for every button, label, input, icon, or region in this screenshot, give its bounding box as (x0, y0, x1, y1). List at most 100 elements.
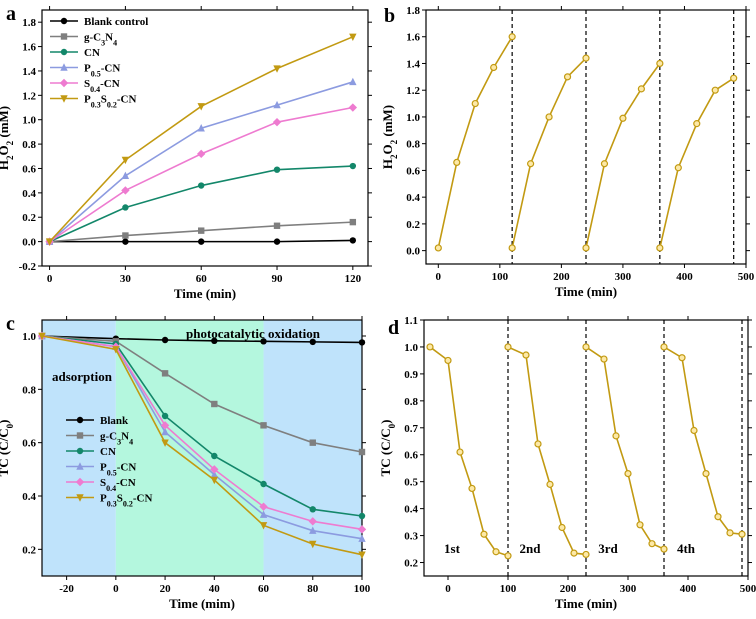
legend-text: S (101, 94, 107, 106)
legend-subscript: 0.3 (91, 100, 101, 109)
data-point-1 (112, 346, 120, 354)
data-point-4 (260, 338, 267, 345)
y-tick-label: 0.2 (22, 212, 36, 224)
legend-text: P (100, 493, 107, 505)
data-point-4 (349, 218, 357, 226)
legend-label: g-C3N4 (100, 431, 133, 447)
data-point-0 (660, 343, 668, 351)
legend-label: Blank control (84, 16, 148, 28)
data-point-1 (600, 355, 608, 363)
cycle-series-1 (508, 54, 590, 252)
series-line (507, 346, 587, 556)
data-point-2 (197, 149, 206, 159)
panel-letter: c (6, 313, 15, 335)
legend-label: CN (100, 446, 116, 458)
data-point-1 (121, 186, 130, 195)
y-tick-label: 1.2 (406, 85, 420, 97)
legend: Blank controlg-C3N4CNP0.5-CNS0.4-CNP0.3S… (50, 16, 148, 109)
data-point-1 (121, 156, 130, 165)
data-point-4 (349, 77, 357, 86)
data-point-1 (674, 164, 682, 172)
legend-text: -CN (101, 63, 121, 75)
x-tick-label: 300 (620, 583, 637, 595)
series-line (429, 346, 509, 557)
cycle-label: 3rd (598, 541, 618, 556)
series-line (585, 63, 661, 249)
annotation-photocatalytic-oxidation: photocatalytic oxidation (186, 326, 321, 341)
data-point-4 (582, 54, 590, 62)
data-point-4 (260, 480, 267, 488)
y-tick-label: 1.6 (406, 32, 420, 44)
data-point-6 (738, 530, 746, 538)
data-point-legend (76, 432, 84, 439)
y-tick-label: 0.8 (404, 396, 418, 408)
data-point-1 (122, 204, 129, 211)
panel-b-chart: 0 100 200 300 400 500 0.0 0.2 0.4 0.6 0.8 1.0 1.2 1.4… (380, 5, 755, 299)
annotation-adsorption: adsorption (52, 369, 113, 384)
legend-text: CN (100, 446, 116, 458)
data-point-1 (122, 232, 129, 239)
y-axis-label: TC (C/C0) (378, 420, 397, 477)
legend-label: P0.5-CN (100, 462, 136, 478)
y-tick-label: 1.8 (406, 5, 420, 17)
legend-text: -CN (117, 462, 137, 474)
data-point-3 (273, 222, 281, 229)
x-tick-label: 400 (676, 271, 693, 283)
x-tick-label: 90 (272, 273, 284, 285)
legend-text: P (100, 462, 107, 474)
x-tick-label: 0 (113, 583, 119, 595)
data-point-2 (161, 412, 169, 420)
y-tick-label: 1.0 (404, 342, 418, 354)
x-tick-label: 120 (345, 273, 362, 285)
data-point-legend (59, 78, 69, 88)
data-point-1 (522, 351, 530, 359)
data-point-5 (726, 529, 734, 537)
y-tick-label: 0.9 (404, 369, 418, 381)
legend-text: S (84, 78, 90, 90)
data-point-3 (272, 117, 282, 127)
data-point-2 (534, 440, 542, 448)
data-point-1 (600, 160, 609, 168)
series-line (659, 77, 735, 249)
legend-text: -CN (133, 493, 153, 505)
x-tick-label: 60 (196, 273, 208, 285)
data-point-3 (468, 484, 476, 493)
legend-entry: S0.4-CN (50, 78, 120, 94)
x-tick-label: 100 (492, 271, 509, 283)
data-point-2 (160, 421, 170, 430)
data-point-0 (426, 343, 434, 351)
legend-subscript: 4 (113, 38, 117, 47)
data-point-5 (570, 549, 578, 557)
legend-label: P0.3S0.2-CN (84, 94, 136, 110)
y-tick-label: 0.8 (22, 384, 36, 396)
data-point-legend (76, 494, 84, 502)
y-label-text: TC (C/C (0, 428, 11, 476)
data-point-0 (582, 244, 590, 252)
y-tick-label: 0.6 (406, 165, 420, 177)
cycle-series-0 (434, 33, 516, 252)
data-point-4 (259, 502, 268, 511)
legend-label: S0.4-CN (84, 78, 120, 94)
data-point-6 (358, 534, 366, 542)
y-tick-label: 0.4 (22, 188, 36, 200)
legend-text: g-C (84, 32, 101, 44)
x-axis-label: Time (min) (555, 596, 617, 611)
data-point-6 (582, 550, 590, 559)
legend-label: P0.5-CN (84, 63, 120, 79)
data-point-4 (348, 103, 358, 112)
y-tick-label: 1.0 (22, 331, 36, 343)
data-point-6 (504, 552, 512, 560)
legend-text: -CN (117, 94, 137, 106)
y-tick-label: 1.4 (406, 58, 420, 70)
x-tick-label: 0 (436, 271, 442, 283)
panel-letter: d (388, 317, 399, 339)
data-point-6 (358, 512, 366, 520)
data-point-0 (38, 332, 46, 341)
data-point-4 (730, 74, 738, 82)
x-tick-label: 0 (445, 583, 451, 595)
data-point-4 (480, 530, 488, 538)
y-label-text: TC (C/C (378, 428, 393, 476)
x-tick-label: -20 (59, 583, 74, 595)
y-tick-label: 1.0 (22, 115, 36, 127)
data-point-0 (434, 244, 442, 252)
